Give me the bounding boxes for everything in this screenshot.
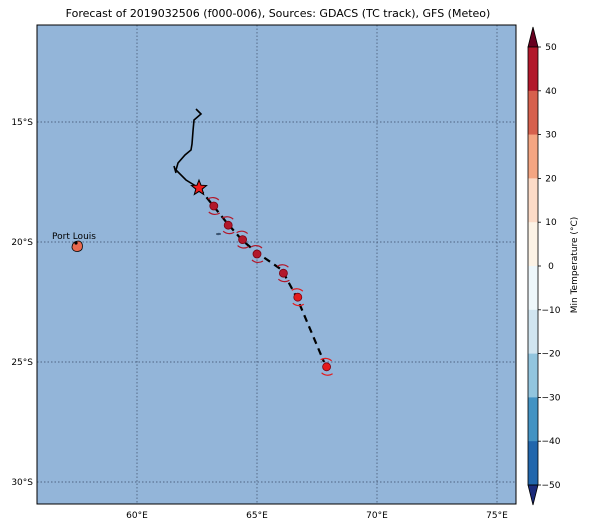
colorbar-tick-label: −40 xyxy=(542,437,561,447)
colorbar-tick-label: 10 xyxy=(545,218,557,228)
lon-tick-label: 60°E xyxy=(126,511,148,521)
colorbar-segment xyxy=(528,309,538,354)
lat-tick-label: 15°S xyxy=(11,118,33,128)
cyclone-symbol-icon xyxy=(291,288,305,307)
colorbar-min-arrow xyxy=(527,484,539,506)
colorbar-segment xyxy=(528,441,538,486)
colorbar-tick-label: −30 xyxy=(542,393,561,403)
lat-tick-label: 25°S xyxy=(11,358,33,368)
colorbar-max-arrow xyxy=(527,26,539,48)
colorbar-tick-label: 0 xyxy=(548,262,554,272)
current-position-star-icon xyxy=(190,178,208,196)
lat-tick-label: 30°S xyxy=(11,478,33,488)
forecast-points xyxy=(207,196,333,376)
ocean-area xyxy=(37,25,516,504)
port-louis-marker xyxy=(74,241,78,245)
colorbar: 50 40 30 20 10 0 −10 −20 −30 −40 −50 xyxy=(527,26,561,506)
cyclone-symbol-icon xyxy=(320,357,333,376)
colorbar-tick-label: 20 xyxy=(545,174,557,184)
colorbar-tick-label: 40 xyxy=(545,87,557,97)
colorbar-segment xyxy=(528,222,538,267)
colorbar-segment xyxy=(528,266,538,311)
colorbar-tick-label: −50 xyxy=(542,481,561,491)
axis-tick-labels: 60°E 65°E 70°E 75°E 15°S 20°S 25°S 30°S xyxy=(11,118,508,521)
colorbar-tick-label: −10 xyxy=(542,306,561,316)
cyclone-symbol-icon xyxy=(250,244,264,264)
lon-tick-label: 75°E xyxy=(486,511,508,521)
colorbar-label: Min Temperature (°C) xyxy=(570,217,580,314)
colorbar-segment xyxy=(528,178,538,223)
colorbar-segment xyxy=(528,353,538,398)
cyclone-symbol-icon xyxy=(277,264,290,283)
past-track-tick xyxy=(173,165,177,174)
colorbar-tick-label: 50 xyxy=(545,43,557,53)
cyclone-symbol-icon xyxy=(236,230,249,249)
graticule xyxy=(37,25,516,504)
map-title: Forecast of 2019032506 (f000-006), Sourc… xyxy=(65,7,491,20)
cyclone-symbol-icon xyxy=(207,196,221,216)
islands xyxy=(71,232,222,252)
colorbar-tick-label: 30 xyxy=(545,131,557,141)
forecast-track-line xyxy=(198,187,326,363)
colorbar-segment xyxy=(528,90,538,135)
place-label-port-louis: Port Louis xyxy=(52,232,96,242)
colorbar-segment xyxy=(528,397,538,442)
colorbar-segment xyxy=(528,47,538,92)
lat-tick-label: 20°S xyxy=(11,238,33,248)
map-frame xyxy=(36,24,517,505)
cyclone-symbol-icon xyxy=(221,216,235,235)
past-track-line xyxy=(175,108,203,189)
lon-tick-label: 70°E xyxy=(366,511,388,521)
colorbar-tick-label: −20 xyxy=(542,350,561,360)
small-island xyxy=(215,232,222,236)
lon-tick-label: 65°E xyxy=(246,511,268,521)
colorbar-segment xyxy=(528,134,538,179)
